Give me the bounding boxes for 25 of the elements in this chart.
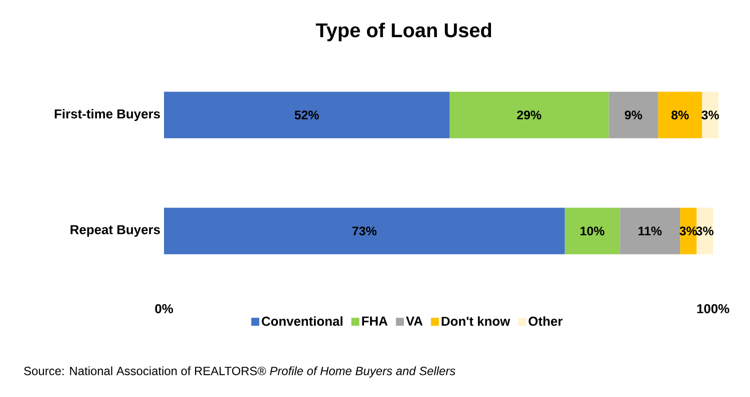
y-tick-label: First-time Buyers (54, 108, 160, 122)
legend-label: Other (528, 316, 562, 326)
data-label: 29% (517, 110, 542, 120)
data-label: 52% (294, 110, 319, 120)
chart-title: Type of Loan Used (316, 22, 492, 42)
bar (620, 208, 680, 254)
bar (608, 92, 658, 138)
y-tick-label: Repeat Buyers (70, 225, 160, 237)
bar (564, 208, 620, 254)
bar (658, 92, 702, 138)
bar (164, 92, 450, 138)
data-label: 11% (638, 226, 662, 236)
legend-label: Conventional (262, 316, 342, 326)
data-label: 73% (352, 226, 377, 236)
data-label: 10% (580, 226, 604, 236)
bar (164, 208, 565, 254)
x-tick-label: 0% (155, 304, 174, 314)
source-note: Source: National Association of REALTORS® Profile of Home Buyers and Sellers (24, 366, 456, 378)
legend-label: FHA (362, 316, 388, 326)
legend-label: VA (406, 316, 423, 326)
legend-label: Don't know (442, 316, 510, 326)
x-tick-label: 100% (697, 304, 730, 314)
bar (449, 92, 609, 138)
data-label: 8% (671, 110, 689, 120)
data-label: 9% (624, 110, 642, 120)
